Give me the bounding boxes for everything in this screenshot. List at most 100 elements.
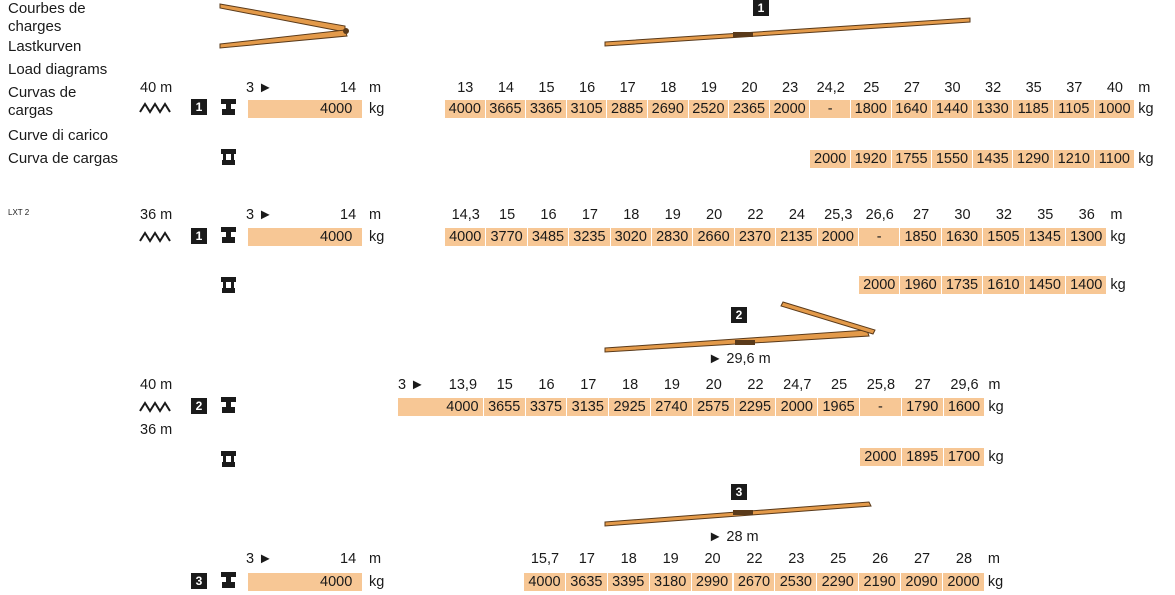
load-cell: 1440 [932, 100, 973, 118]
label-fr: Courbes de charges [8, 0, 86, 35]
hook-double-icon [221, 149, 236, 165]
max-radius-full-load: 14 [340, 80, 357, 96]
radius-cell: 26 [872, 551, 889, 567]
load-cell: 1550 [932, 150, 973, 168]
radius-cell: 17 [581, 207, 598, 223]
radius-cell: 20 [705, 377, 722, 393]
load-cell: 4000 [445, 100, 486, 118]
radius-cell: 17 [619, 80, 636, 96]
radius-cell: 25 [831, 377, 848, 393]
radius-cell: 16 [579, 80, 596, 96]
unit-m: m [988, 377, 1001, 393]
load-cell: 2135 [776, 228, 818, 246]
boom-section-badge-2: 2 [731, 307, 747, 323]
radius-cell: 40 [1106, 80, 1123, 96]
radius-cell: 22 [747, 207, 764, 223]
unit-m: m [1138, 80, 1151, 96]
load-cell: 1755 [891, 150, 933, 168]
radius-cell: 37 [1066, 80, 1083, 96]
load-cell: 1960 [900, 276, 942, 294]
label-en: Load diagrams [8, 61, 108, 78]
radius-cell: 15,7 [530, 551, 560, 567]
radius-cell: 16 [540, 207, 557, 223]
hook-single-icon [221, 99, 236, 115]
boom-1-icon [604, 17, 971, 47]
max-load: 4000 [320, 101, 353, 117]
jib-lattice-icon [139, 231, 171, 243]
hook-single-icon [221, 397, 236, 413]
boom-2-icon [604, 301, 876, 353]
radius-cell: 25,3 [824, 207, 853, 223]
load-cell: 2990 [691, 573, 734, 591]
radius-cell: 18 [660, 80, 677, 96]
boom-2-reach: ► 29,6 m [708, 351, 771, 367]
unit-m: m [1110, 207, 1123, 223]
radius-cell: 27 [913, 551, 931, 567]
load-cell: 2830 [652, 228, 694, 246]
radius-cell: 17 [578, 551, 595, 567]
radius-cell: 29,6 [950, 377, 979, 393]
max-radius-full-load: 14 [340, 207, 357, 223]
load-cell: 1735 [941, 276, 984, 294]
load-cell: 4000 [445, 228, 487, 246]
unit-kg: kg [1110, 277, 1126, 293]
radius-cell: 32 [985, 80, 1002, 96]
radius-cell: 24,7 [783, 377, 812, 393]
radius-cell: 19 [664, 207, 681, 223]
height-36m: 36 m [140, 207, 173, 223]
load-cell: 1450 [1024, 276, 1066, 294]
model-label: LXT 2 [8, 208, 30, 217]
radius-cell: 14,3 [451, 207, 480, 223]
load-cell: 1100 [1094, 150, 1136, 168]
radius-cell: 15 [538, 80, 555, 96]
unit-kg: kg [988, 449, 1004, 465]
load-cell: 1300 [1066, 228, 1108, 246]
min-radius: 3 ► [246, 207, 273, 223]
load-cell: 3235 [569, 228, 611, 246]
load-cell: 1600 [943, 398, 986, 416]
hook-double-icon [221, 277, 236, 293]
label-pt: Curva de cargas [8, 150, 119, 167]
radius-cell: 17 [580, 377, 597, 393]
load-cell: 1185 [1013, 100, 1054, 118]
load-cell: 4000 [524, 573, 566, 591]
load-cell: 1000 [1094, 100, 1136, 118]
load-bar [248, 573, 362, 591]
load-cell: 1290 [1013, 150, 1054, 168]
boom-section-badge-1: 1 [753, 0, 769, 16]
radius-cell: 13 [457, 80, 474, 96]
radius-cell: 23 [788, 551, 805, 567]
load-cell: 3485 [527, 228, 570, 246]
load-cell: 2000 [860, 448, 902, 466]
boom-3-reach: ► 28 m [708, 529, 759, 545]
load-cell: 2000 [810, 150, 851, 168]
load-cell: 1105 [1054, 100, 1095, 118]
radius-cell: 16 [538, 377, 555, 393]
radius-cell: 19 [663, 377, 680, 393]
radius-cell: 20 [706, 207, 723, 223]
load-cell: 3395 [607, 573, 650, 591]
load-cell: 1790 [901, 398, 944, 416]
load-cell: 3180 [649, 573, 692, 591]
load-cell: 1435 [972, 150, 1014, 168]
unit-m: m [987, 551, 1000, 567]
load-cell: 2885 [607, 100, 648, 118]
load-cell: 2000 [943, 573, 985, 591]
load-cell: 1610 [983, 276, 1025, 294]
load-cell: 1400 [1066, 276, 1108, 294]
section-badge: 3 [191, 573, 207, 589]
load-cell: 2690 [648, 100, 689, 118]
radius-cell: 25,8 [866, 377, 896, 393]
boom-section-badge-3: 3 [731, 484, 747, 500]
unit-m: m [369, 207, 382, 223]
load-cell: 3365 [526, 100, 567, 118]
height-36m: 36 m [140, 422, 173, 438]
radius-cell: 19 [662, 551, 679, 567]
load-cell: 3135 [567, 398, 610, 416]
load-cell: 2370 [734, 228, 777, 246]
radius-cell: 13,9 [448, 377, 478, 393]
radius-cell: 28 [955, 551, 973, 567]
radius-cell: 22 [746, 551, 763, 567]
load-cell: 3770 [486, 228, 528, 246]
load-cell: 2670 [733, 573, 776, 591]
